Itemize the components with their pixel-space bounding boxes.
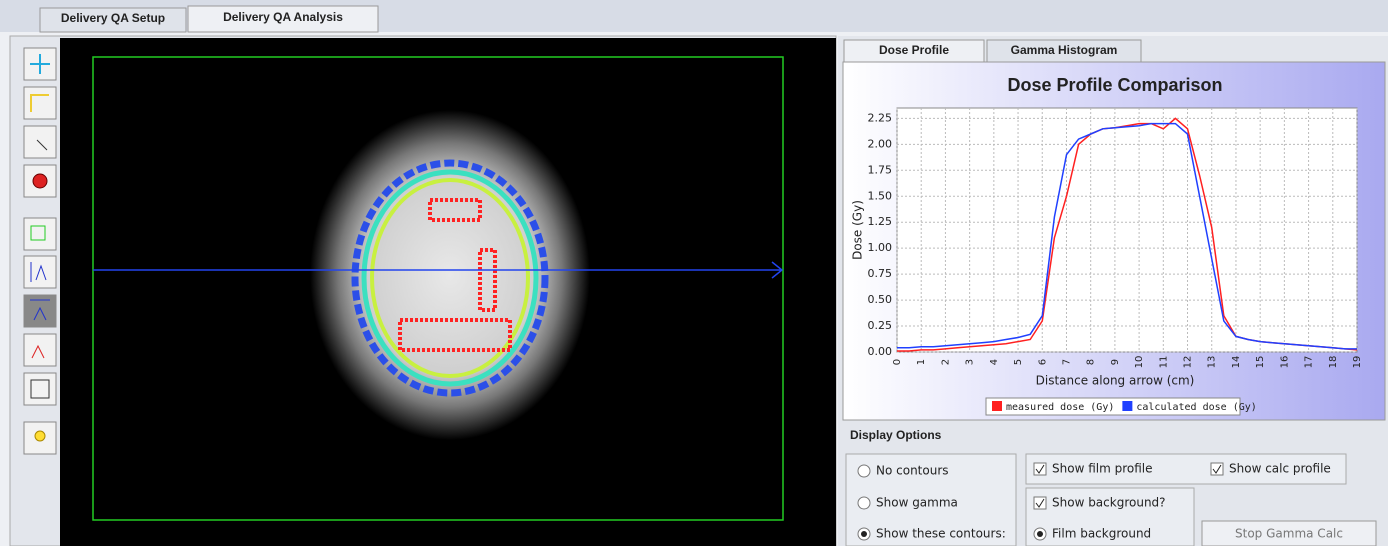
radio[interactable] [858,497,870,509]
x-tick-label: 17 [1304,356,1315,369]
y-tick-label: 1.75 [868,163,893,176]
y-tick-label: 0.75 [868,267,893,280]
tool-button[interactable] [24,87,56,119]
legend-swatch [992,401,1002,411]
legend-label: calculated dose (Gy) [1136,402,1256,413]
y-tick-label: 1.25 [868,215,893,228]
screen: Delivery QA Setup Delivery QA Analysis D… [0,0,1388,546]
y-tick-label: 0.25 [868,319,893,332]
x-axis-label: Distance along arrow (cm) [1036,374,1195,388]
checkbox[interactable] [1211,463,1223,475]
legend-swatch [1122,401,1132,411]
x-tick-label: 2 [940,359,951,365]
x-tick-label: 5 [1013,359,1024,365]
x-tick-label: 12 [1183,356,1194,369]
tool-button[interactable] [24,373,56,405]
radio-dot [1037,531,1043,537]
x-tick-label: 9 [1110,359,1121,365]
tab-label: Gamma Histogram [1011,43,1118,57]
x-tick-label: 15 [1255,356,1266,369]
x-tick-label: 7 [1061,359,1072,365]
y-tick-label: 1.50 [868,189,893,202]
x-tick-label: 10 [1134,356,1145,369]
x-tick-label: 16 [1279,356,1290,369]
x-tick-label: 4 [989,359,1000,365]
tool-button[interactable] [24,218,56,250]
x-tick-label: 0 [892,359,903,365]
y-tick-label: 0.00 [868,345,893,358]
y-tick-label: 1.00 [868,241,893,254]
legend-label: measured dose (Gy) [1006,402,1114,413]
x-tick-label: 11 [1158,356,1169,369]
chart-title: Dose Profile Comparison [1007,75,1222,95]
x-tick-label: 14 [1231,356,1242,369]
x-tick-label: 19 [1352,356,1363,369]
tab-label: Delivery QA Analysis [223,10,343,24]
x-tick-label: 3 [965,359,976,365]
radio[interactable] [858,465,870,477]
tool-button[interactable] [24,126,56,158]
section-title: Display Options [850,428,942,442]
checkbox[interactable] [1034,497,1046,509]
x-tick-label: 1 [916,359,927,365]
checkbox-label: Show background? [1052,496,1166,510]
tab-label: Delivery QA Setup [61,11,165,25]
radio-label: Show these contours: [876,527,1006,541]
radio-label: Show gamma [876,496,958,510]
checkbox-label: Show calc profile [1229,462,1331,476]
tab-label: Dose Profile [879,43,949,57]
tool-button[interactable] [24,256,56,288]
radio-label: Film background [1052,527,1151,541]
x-tick-label: 18 [1328,356,1339,369]
button-label: Stop Gamma Calc [1235,527,1343,541]
y-tick-label: 2.00 [868,137,893,150]
x-tick-label: 13 [1207,356,1218,369]
checkbox-label: Show film profile [1052,462,1153,476]
x-tick-label: 8 [1086,359,1097,365]
x-tick-label: 6 [1037,359,1048,365]
checkbox[interactable] [1034,463,1046,475]
y-axis-label: Dose (Gy) [851,200,865,260]
y-tick-label: 2.25 [868,111,893,124]
radio-dot [861,531,867,537]
radio-label: No contours [876,464,949,478]
y-tick-label: 0.50 [868,293,893,306]
